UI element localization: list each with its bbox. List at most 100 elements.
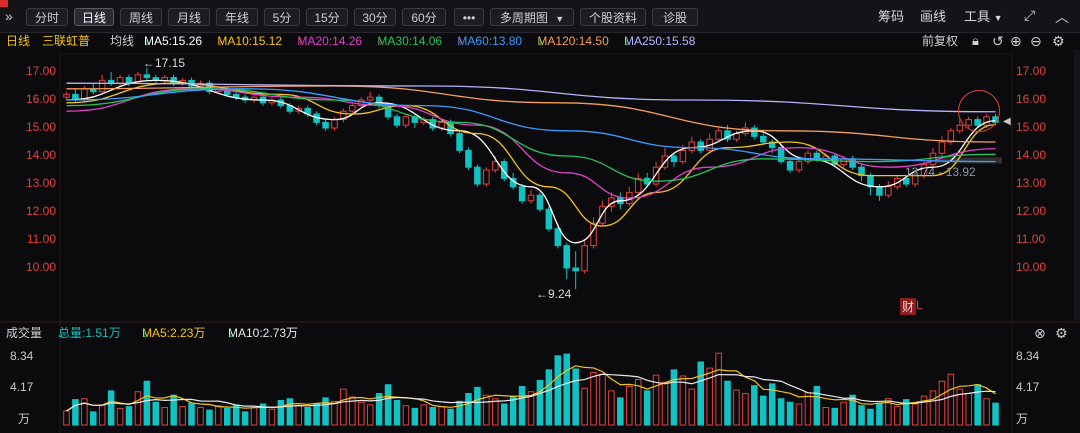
price-tick-right: 14.00 <box>1016 148 1047 162</box>
candle-body <box>572 267 579 272</box>
candle-body <box>902 177 910 185</box>
candle-body <box>474 166 481 185</box>
tab-fenshi[interactable]: 分时 <box>26 8 68 26</box>
volume-bar <box>286 398 294 426</box>
volume-bar <box>581 387 588 426</box>
candle-body <box>581 245 588 272</box>
ma-line-ma120 <box>66 85 996 143</box>
stock-profile-button[interactable]: 个股资料 <box>580 8 646 26</box>
highlight-circle <box>958 90 1000 132</box>
collapse-up-icon[interactable]: ︿ <box>1055 9 1069 25</box>
candle-body <box>349 105 356 112</box>
limit-badge[interactable]: L <box>916 298 923 312</box>
ma-type-label[interactable]: 均线 <box>110 34 135 48</box>
candle-body <box>393 116 401 126</box>
chips-button[interactable]: 筹码 <box>878 9 905 24</box>
volume-bar <box>474 386 481 426</box>
candle-body <box>322 121 329 129</box>
candle-body <box>170 77 177 84</box>
zoom-in-icon[interactable]: ⊕ <box>1010 33 1022 49</box>
volume-bar <box>447 408 454 426</box>
zoom-out-icon[interactable]: ⊖ <box>1030 33 1042 49</box>
multi-period-dropdown[interactable]: 多周期图 ▼ <box>490 8 574 26</box>
settings-gear-icon[interactable]: ⚙ <box>1052 33 1065 49</box>
price-tick-left: 10.00 <box>25 260 56 274</box>
high-price-label: ←17.15 <box>143 56 186 70</box>
double-chevron-right-icon[interactable]: » <box>5 8 13 24</box>
volume-bar <box>893 406 901 426</box>
price-tick-left: 15.00 <box>25 120 56 134</box>
volume-bar <box>831 407 839 426</box>
tab-15min[interactable]: 15分 <box>306 8 348 26</box>
volume-settings-gear-icon[interactable]: ⚙ <box>1055 325 1068 341</box>
volume-bar <box>116 407 124 426</box>
vol-axis-left-top: 8.34 <box>10 349 34 363</box>
volume-bar <box>599 373 606 426</box>
volume-bar <box>411 407 419 426</box>
volume-bar <box>89 411 97 426</box>
price-tick-left: 13.00 <box>25 176 56 190</box>
volume-bar <box>554 355 562 426</box>
candle-body <box>715 130 722 140</box>
volume-bar <box>465 392 472 426</box>
volume-bar <box>759 395 767 426</box>
ma-item-label: MA5:15.26 <box>144 34 203 48</box>
candle-body <box>125 77 133 84</box>
volume-bar <box>259 403 267 426</box>
volume-bar <box>661 381 669 426</box>
candle-body <box>402 116 410 126</box>
candle-body <box>804 152 812 163</box>
draw-line-button[interactable]: 画线 <box>920 9 947 24</box>
ma-item-label: MA10:15.12 <box>217 34 283 48</box>
finance-badge[interactable]: 财 <box>900 298 917 315</box>
volume-bar <box>491 398 499 426</box>
ma-item-label: MA30:14.06 <box>377 34 443 48</box>
diagnose-button[interactable]: 诊股 <box>652 8 698 26</box>
ma-line-ma5 <box>66 79 996 244</box>
volume-bar <box>366 404 374 426</box>
caret-down-icon: ▼ <box>993 13 1003 23</box>
fullscreen-icon[interactable]: ⤢ <box>1024 7 1036 23</box>
side-panel-strip[interactable] <box>1074 50 1080 320</box>
volume-bar <box>518 385 526 426</box>
volume-bar <box>885 398 892 426</box>
volume-bar <box>402 405 410 426</box>
flag-indicator <box>0 0 8 7</box>
candle-body <box>143 74 151 79</box>
candle-body <box>483 169 490 185</box>
tab-weekly[interactable]: 周线 <box>120 8 162 26</box>
tab-5min[interactable]: 5分 <box>264 8 300 26</box>
volume-bar <box>724 380 731 426</box>
volume-bar <box>911 403 919 426</box>
candle-body <box>63 93 70 98</box>
undo-icon[interactable]: ↺ <box>992 33 1004 49</box>
volume-bar <box>867 408 874 426</box>
volume-bar <box>98 404 106 426</box>
arrow-up-icon: ↑ <box>377 34 384 48</box>
candle-body <box>670 155 678 163</box>
more-button[interactable]: ••• <box>454 8 484 26</box>
tab-yearly[interactable]: 年线 <box>216 8 258 26</box>
volume-bar <box>500 403 508 426</box>
tab-60min[interactable]: 60分 <box>402 8 446 26</box>
volume-bar <box>545 369 553 426</box>
candle-body <box>786 161 794 171</box>
vol-axis-left-unit: 万 <box>18 412 31 426</box>
volume-bar <box>688 388 696 426</box>
tools-dropdown[interactable]: 工具 ▼ <box>964 8 1003 26</box>
close-panel-icon[interactable]: ⊗ <box>1034 325 1046 341</box>
tab-monthly[interactable]: 月线 <box>168 8 210 26</box>
ma-item-label: MA60:13.80 <box>457 34 523 48</box>
volume-bar <box>438 406 445 426</box>
adjust-mode-button[interactable]: 前复权 <box>922 34 959 48</box>
volume-bar <box>956 388 964 426</box>
tab-daily[interactable]: 日线 <box>74 8 114 26</box>
volume-bar <box>679 375 687 426</box>
volume-bar <box>572 368 579 426</box>
lock-icon[interactable]: 🔒︎ <box>972 33 979 48</box>
candle-body <box>876 186 883 196</box>
arrow-up-icon: ↑ <box>457 34 464 48</box>
volume-bar <box>706 367 713 426</box>
tab-30min[interactable]: 30分 <box>354 8 396 26</box>
